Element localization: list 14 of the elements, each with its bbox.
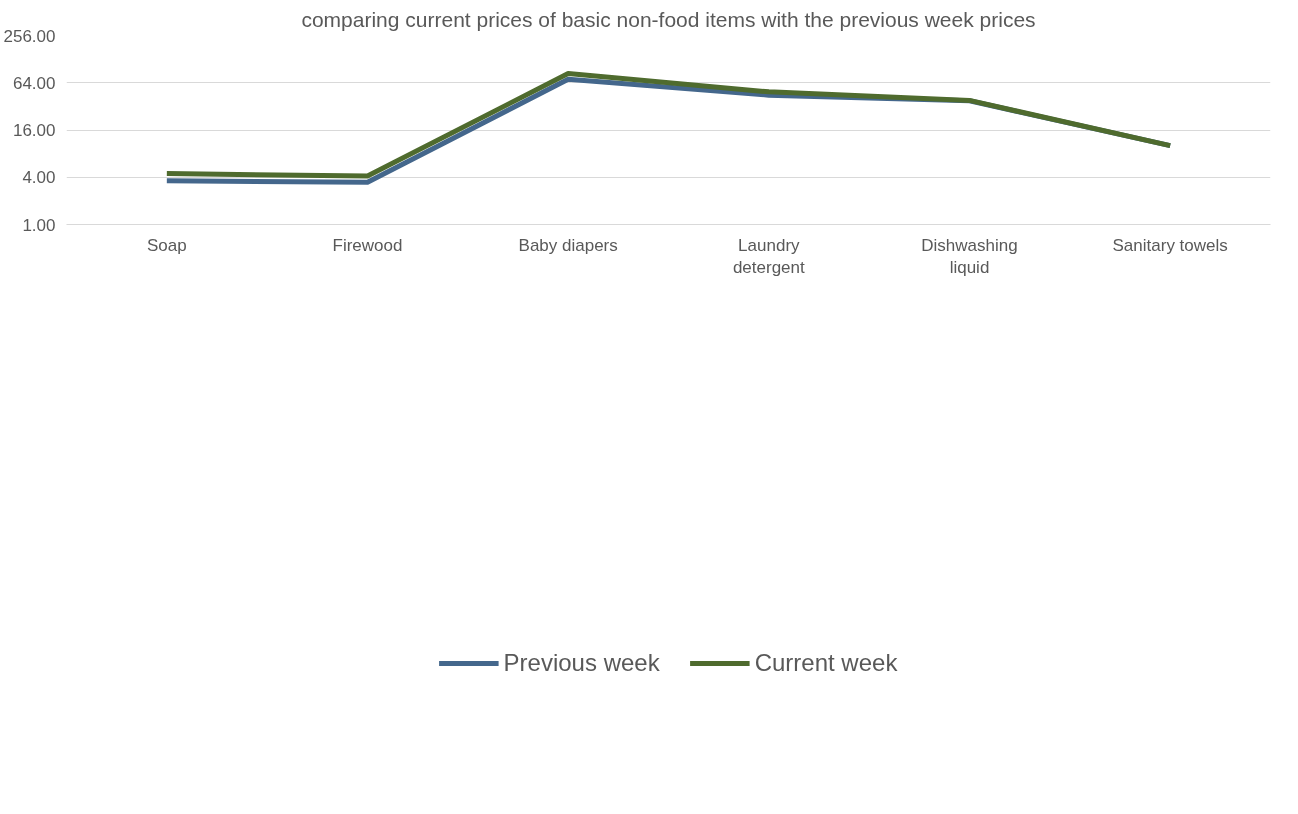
x-tick-label: Soap bbox=[146, 235, 187, 255]
x-tick-label: Dishwashing liquid bbox=[921, 235, 1018, 278]
x-tick-label: Baby diapers bbox=[518, 235, 618, 255]
y-tick-label: 1.00 bbox=[22, 215, 56, 235]
x-tick-label: Laundry detergent bbox=[732, 235, 806, 278]
legend-label: Current week bbox=[754, 649, 898, 677]
y-tick-label: 4.00 bbox=[22, 168, 56, 188]
legend-label: Previous week bbox=[503, 649, 660, 677]
chart-title: comparing current prices of basic non-food items with the previous week prices bbox=[301, 7, 1036, 31]
x-tick-label: Firewood bbox=[332, 235, 403, 255]
y-tick-label: 64.00 bbox=[12, 73, 56, 93]
y-tick-label: 16.00 bbox=[12, 121, 56, 140]
x-tick-label: Sanitary towels bbox=[1112, 235, 1228, 255]
y-tick-label: 256.00 bbox=[3, 26, 56, 46]
